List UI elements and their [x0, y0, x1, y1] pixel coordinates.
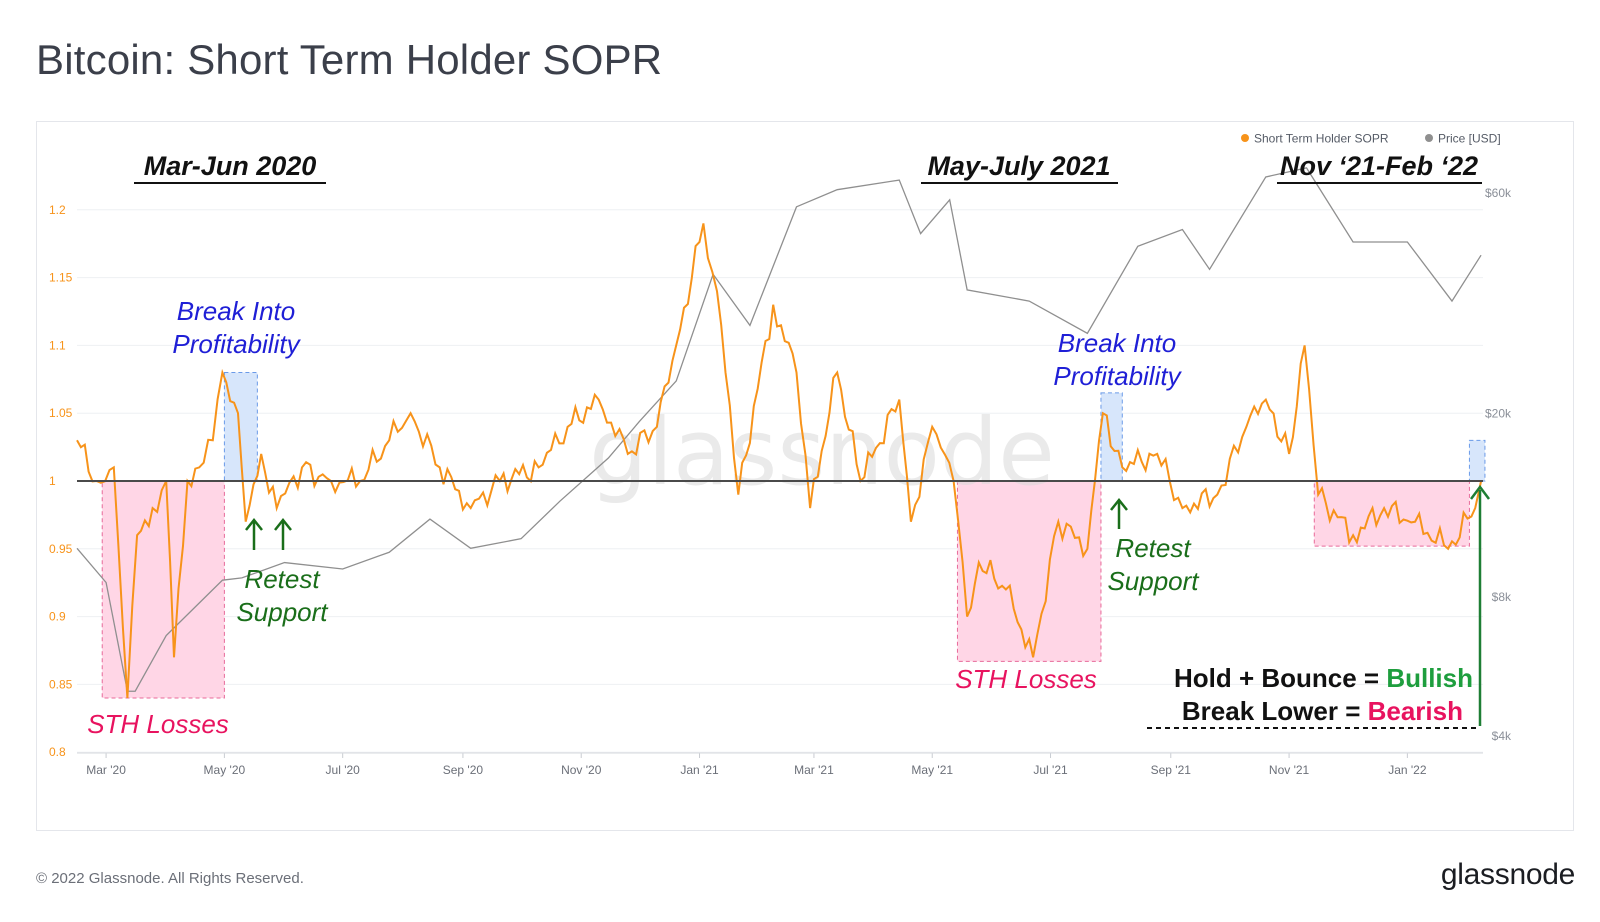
legend-dot-price [1425, 134, 1433, 142]
x-tick-label: Jul '21 [1033, 763, 1068, 777]
x-tick-label: May '21 [911, 763, 953, 777]
rule-line-1-signal: Bullish [1386, 663, 1473, 693]
legend: Short Term Holder SOPR Price [USD] [1241, 132, 1501, 146]
copyright: © 2022 Glassnode. All Rights Reserved. [36, 870, 304, 887]
y-tick-left: 1.2 [49, 203, 66, 217]
x-tick-label: Mar '21 [794, 763, 834, 777]
x-tick-label: Sep '21 [1151, 763, 1192, 777]
y-tick-left: 1 [49, 474, 56, 488]
rule-line-2-prefix: Break Lower = [1182, 696, 1368, 726]
price-line [76, 167, 1482, 692]
period-label-2020: Mar-Jun 2020 [144, 151, 317, 181]
rule-line-1-prefix: Hold + Bounce = [1174, 663, 1386, 693]
legend-price[interactable]: Price [USD] [1438, 132, 1501, 146]
sth-losses-label-2: STH Losses [955, 664, 1097, 694]
y-tick-left: 0.85 [49, 677, 73, 691]
page-title: Bitcoin: Short Term Holder SOPR [36, 36, 663, 83]
sth-losses-label-1: STH Losses [87, 709, 229, 739]
x-tick-label: May '20 [204, 763, 246, 777]
up-arrow-icon [1110, 497, 1128, 529]
break-profit-label-1b: Profitability [172, 329, 301, 359]
y-tick-left: 0.9 [49, 610, 66, 624]
up-arrow-icon [245, 517, 263, 550]
profit-zone [1100, 392, 1123, 482]
period-label-2022: Nov ‘21-Feb ‘22 [1280, 151, 1478, 181]
rule-text: Hold + Bounce = Bullish Break Lower = Be… [1174, 663, 1473, 726]
rule-line-1: Hold + Bounce = Bullish [1174, 663, 1473, 693]
retest-label-2a: Retest [1115, 533, 1192, 563]
period-headings: Mar-Jun 2020 May-July 2021 Nov ‘21-Feb ‘… [134, 151, 1482, 184]
retest-label-2b: Support [1107, 566, 1200, 596]
y-tick-right: $8k [1492, 590, 1512, 604]
chart-panel: 0.8 0.85 0.9 0.95 1 1.05 1.1 1.15 1.2 $4k $8k $20k… [36, 121, 1574, 831]
highlight-zones [101, 372, 1486, 699]
legend-sopr[interactable]: Short Term Holder SOPR [1254, 132, 1389, 146]
x-tick-label: Jul '20 [326, 763, 361, 777]
x-tick-label: Jan '22 [1388, 763, 1427, 777]
retest-label-1b: Support [236, 597, 329, 627]
y-tick-left: 1.05 [49, 406, 73, 420]
rule-line-2: Break Lower = Bearish [1182, 696, 1463, 726]
x-tick-label: Nov '21 [1269, 763, 1310, 777]
glassnode-logo[interactable]: glassnode [1440, 858, 1575, 891]
y-tick-right: $20k [1485, 406, 1512, 420]
up-arrow-icon [1470, 484, 1490, 500]
y-tick-left: 1.1 [49, 338, 66, 352]
sopr-series [76, 223, 1483, 699]
x-tick-label: Nov '20 [561, 763, 602, 777]
y-tick-left: 0.8 [49, 745, 66, 759]
retest-arrows [245, 497, 1128, 550]
x-tick-label: Sep '20 [443, 763, 484, 777]
chart-svg: 0.8 0.85 0.9 0.95 1 1.05 1.1 1.15 1.2 $4k $8k $20k… [49, 132, 1512, 778]
period-label-2021: May-July 2021 [927, 151, 1110, 181]
x-tick-label: Mar '20 [86, 763, 126, 777]
y-tick-right: $4k [1492, 729, 1512, 743]
retest-label-1a: Retest [244, 564, 321, 594]
loss-zone [1313, 480, 1470, 547]
y-tick-right: $60k [1485, 186, 1512, 200]
y-tick-left: 1.15 [49, 271, 73, 285]
x-axis: Mar '20 May '20 Jul '20 Sep '20 Nov '20 Jan '… [77, 752, 1483, 777]
rule-line-2-signal: Bearish [1368, 696, 1463, 726]
legend-dot-sopr [1241, 134, 1249, 142]
break-profit-label-1a: Break Into [177, 296, 296, 326]
annotation-text: Break Into Profitability Break Into Prof… [87, 296, 1200, 739]
x-tick-label: Jan '21 [680, 763, 719, 777]
long-bounce-arrow [1147, 484, 1490, 729]
loss-zone [956, 480, 1102, 662]
sopr-line [76, 223, 1483, 699]
y-tick-left: 0.95 [49, 542, 73, 556]
profit-zone [1468, 439, 1486, 482]
loss-zone [101, 480, 225, 699]
break-profit-label-2b: Profitability [1053, 361, 1182, 391]
up-arrow-icon [274, 517, 292, 550]
y-axis-left: 0.8 0.85 0.9 0.95 1 1.05 1.1 1.15 1.2 [49, 203, 73, 759]
break-profit-label-2a: Break Into [1058, 328, 1177, 358]
price-series [76, 167, 1482, 692]
y-axis-right: $4k $8k $20k $60k [1485, 186, 1512, 743]
